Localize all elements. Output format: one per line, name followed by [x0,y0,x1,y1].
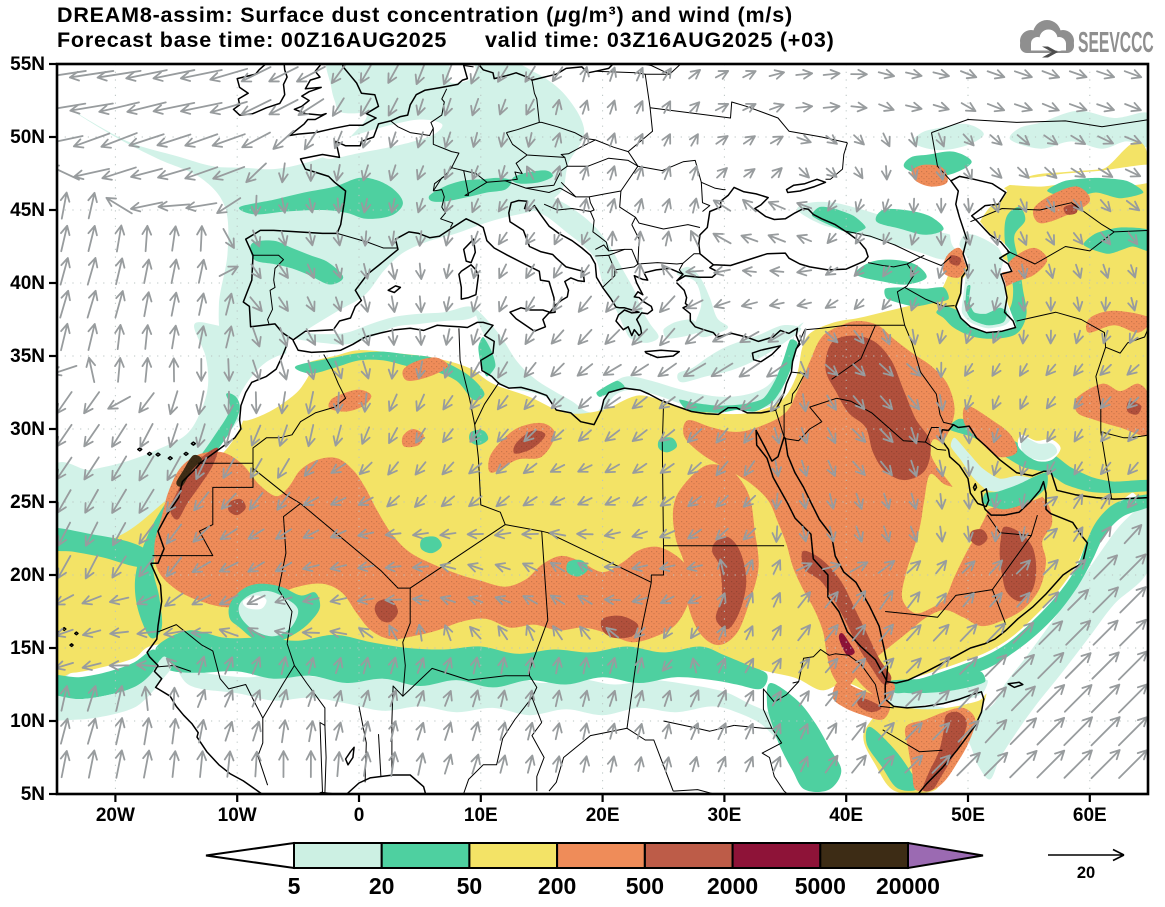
svg-text:5000: 5000 [795,873,846,899]
svg-text:20: 20 [369,873,395,899]
svg-text:200: 200 [538,873,576,899]
svg-text:40E: 40E [829,805,863,826]
svg-text:500: 500 [626,873,664,899]
svg-text:35N: 35N [10,346,45,367]
svg-text:20W: 20W [96,805,135,826]
svg-text:5: 5 [288,873,301,899]
svg-text:5N: 5N [21,784,45,805]
svg-text:30E: 30E [707,805,741,826]
svg-text:45N: 45N [10,200,45,221]
svg-text:20N: 20N [10,565,45,586]
svg-text:25N: 25N [10,492,45,513]
svg-text:50N: 50N [10,127,45,148]
svg-text:2000: 2000 [707,873,758,899]
svg-text:40N: 40N [10,273,45,294]
svg-text:SEEVCCC: SEEVCCC [1078,26,1154,58]
svg-text:60E: 60E [1073,805,1107,826]
svg-text:55N: 55N [10,54,45,75]
svg-text:0: 0 [354,805,365,826]
svg-text:20: 20 [1077,864,1095,882]
svg-text:50E: 50E [951,805,985,826]
svg-text:20E: 20E [586,805,620,826]
svg-text:Forecast base time: 00Z16AUG20: Forecast base time: 00Z16AUG2025 valid ti… [57,28,835,52]
svg-text:15N: 15N [10,638,45,659]
svg-text:20000: 20000 [876,873,940,899]
svg-text:10N: 10N [10,711,45,732]
svg-text:10W: 10W [218,805,257,826]
svg-text:10E: 10E [464,805,498,826]
svg-text:30N: 30N [10,419,45,440]
svg-text:DREAM8-assim: Surface dust con: DREAM8-assim: Surface dust concentration… [57,3,793,27]
svg-text:50: 50 [457,873,483,899]
